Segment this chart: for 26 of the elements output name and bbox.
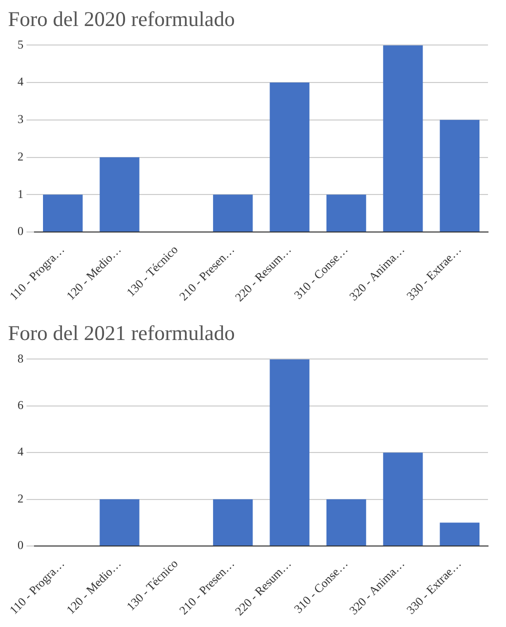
bar: [100, 157, 140, 232]
y-tick-label: 1: [17, 186, 24, 201]
bar: [440, 522, 480, 546]
bar: [383, 452, 423, 546]
y-tick-label: 2: [17, 149, 24, 164]
y-tick-label: 6: [17, 398, 24, 412]
y-tick-label: 0: [17, 224, 24, 238]
bar: [326, 194, 366, 232]
bar: [270, 82, 310, 232]
bar: [326, 499, 366, 546]
y-tick-label: 0: [17, 538, 24, 552]
bar: [440, 120, 480, 232]
y-tick-label: 8: [17, 351, 24, 366]
bar: [270, 359, 310, 546]
bar: [213, 499, 253, 546]
bar: [383, 45, 423, 232]
bar: [213, 194, 253, 232]
y-tick-label: 4: [17, 74, 24, 89]
y-tick-label: 2: [17, 491, 24, 506]
chart-title: Foro del 2020 reformulado: [8, 7, 235, 32]
bar: [100, 499, 140, 546]
bar: [43, 194, 83, 232]
y-tick-label: 3: [17, 112, 24, 126]
y-tick-label: 5: [17, 37, 24, 52]
chart-title: Foro del 2021 reformulado: [8, 321, 235, 346]
y-tick-label: 4: [17, 444, 24, 459]
